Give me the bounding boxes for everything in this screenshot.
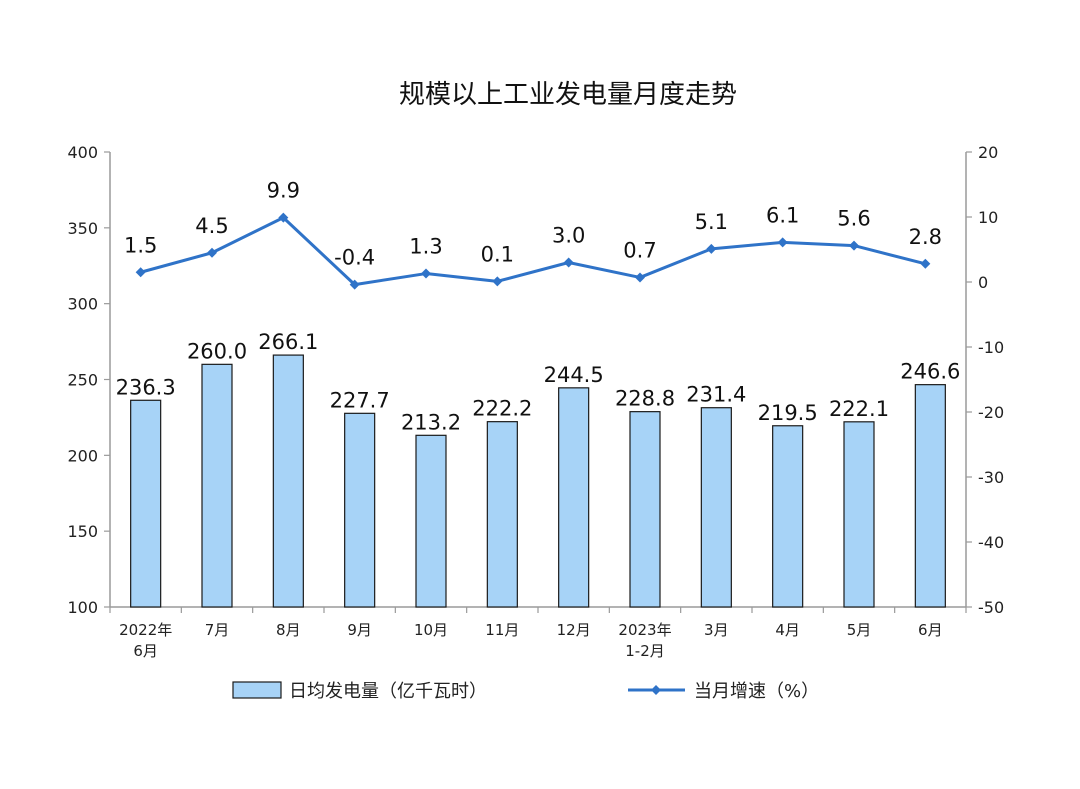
line-data-label: 3.0 bbox=[552, 224, 585, 248]
left-tick-label: 150 bbox=[67, 522, 98, 541]
line-point bbox=[492, 276, 503, 287]
x-tick-label: 7月 bbox=[205, 621, 230, 639]
right-tick-label: -10 bbox=[978, 338, 1004, 357]
line-point bbox=[920, 258, 931, 269]
bar bbox=[486, 421, 518, 608]
right-tick-label: -50 bbox=[978, 598, 1004, 617]
x-tick-label: 4月 bbox=[775, 621, 800, 639]
right-tick-label: -30 bbox=[978, 468, 1004, 487]
bar bbox=[201, 363, 233, 608]
left-tick-label: 350 bbox=[67, 219, 98, 238]
line-data-label: 6.1 bbox=[766, 203, 799, 227]
line-point bbox=[706, 243, 717, 254]
bar bbox=[130, 399, 162, 608]
legend-line-marker bbox=[651, 685, 661, 695]
line-data-label: 4.5 bbox=[195, 214, 228, 238]
line-data-label: 1.5 bbox=[124, 233, 157, 257]
bar-data-label: 260.0 bbox=[187, 339, 247, 363]
bar-data-label: 236.3 bbox=[116, 375, 176, 399]
bar-data-label: 228.8 bbox=[615, 387, 675, 411]
bar-data-label: 219.5 bbox=[758, 401, 818, 425]
bar bbox=[700, 407, 732, 608]
bar-data-label: 222.1 bbox=[829, 397, 889, 421]
line-data-label: 9.9 bbox=[267, 179, 300, 203]
bar-data-label: 266.1 bbox=[258, 330, 318, 354]
line-point bbox=[635, 272, 645, 283]
line-data-label: 0.1 bbox=[481, 242, 514, 266]
bar bbox=[415, 434, 447, 608]
line-data-label: 5.1 bbox=[695, 210, 728, 234]
line-point bbox=[421, 268, 431, 279]
line-data-label: 2.8 bbox=[909, 225, 942, 249]
right-tick-label: -20 bbox=[978, 403, 1004, 422]
legend-line-label: 当月增速（%） bbox=[694, 681, 819, 702]
x-tick-label: 1-2月 bbox=[625, 642, 665, 660]
right-tick-label: 20 bbox=[978, 143, 998, 162]
line-point bbox=[563, 257, 574, 268]
line-data-label: -0.4 bbox=[334, 246, 375, 270]
bar-data-label: 213.2 bbox=[401, 410, 461, 434]
line-point bbox=[777, 237, 788, 248]
bar-data-label: 227.7 bbox=[330, 388, 390, 412]
line-point bbox=[278, 212, 289, 223]
bar-data-label: 222.2 bbox=[472, 397, 532, 421]
x-tick-label: 11月 bbox=[485, 621, 519, 639]
x-tick-label: 8月 bbox=[276, 621, 301, 639]
legend-bar-label: 日均发电量（亿千瓦时） bbox=[289, 681, 487, 702]
x-tick-label: 3月 bbox=[704, 621, 729, 639]
x-tick-label: 5月 bbox=[847, 621, 872, 639]
line-point bbox=[135, 267, 146, 278]
growth-line bbox=[140, 216, 926, 287]
legend: 日均发电量（亿千瓦时） 当月增速（%） bbox=[232, 681, 819, 702]
x-tick-label: 10月 bbox=[414, 621, 448, 639]
x-tick-label: 2023年 bbox=[618, 621, 671, 639]
line-data-label: 0.7 bbox=[623, 238, 656, 262]
x-tick-label: 12月 bbox=[557, 621, 591, 639]
bar-data-label: 244.5 bbox=[544, 363, 604, 387]
bar bbox=[914, 384, 946, 608]
left-tick-label: 200 bbox=[67, 446, 98, 465]
x-tick-label: 9月 bbox=[347, 621, 372, 639]
bar bbox=[772, 425, 804, 608]
bar bbox=[272, 354, 304, 608]
line-point bbox=[349, 279, 360, 290]
line-data-label: 1.3 bbox=[409, 235, 442, 259]
bar-data-label: 246.6 bbox=[900, 360, 960, 384]
bar bbox=[558, 387, 590, 608]
right-tick-label: 0 bbox=[978, 273, 988, 292]
left-tick-label: 250 bbox=[67, 371, 98, 390]
bar bbox=[843, 421, 875, 608]
right-tick-label: 10 bbox=[978, 208, 998, 227]
right-tick-label: -40 bbox=[978, 533, 1004, 552]
chart-title: 规模以上工业发电量月度走势 bbox=[399, 80, 737, 110]
line-point bbox=[849, 240, 859, 251]
line-data-label: 5.6 bbox=[837, 207, 870, 231]
bar-data-label: 231.4 bbox=[686, 383, 746, 407]
x-tick-label: 2022年 bbox=[119, 621, 172, 639]
left-tick-label: 400 bbox=[67, 143, 98, 162]
x-tick-label: 6月 bbox=[918, 621, 943, 639]
legend-bar-swatch bbox=[232, 681, 282, 699]
bar bbox=[344, 412, 376, 608]
line-point bbox=[207, 247, 217, 258]
left-tick-label: 100 bbox=[67, 598, 98, 617]
bar bbox=[629, 411, 661, 608]
plot-area: 100 150 200 250 300 350 400 -50 -40 -30 -20 -10 0 10 2… bbox=[67, 143, 1004, 660]
left-tick-label: 300 bbox=[67, 295, 98, 314]
x-tick-label: 6月 bbox=[133, 642, 158, 660]
